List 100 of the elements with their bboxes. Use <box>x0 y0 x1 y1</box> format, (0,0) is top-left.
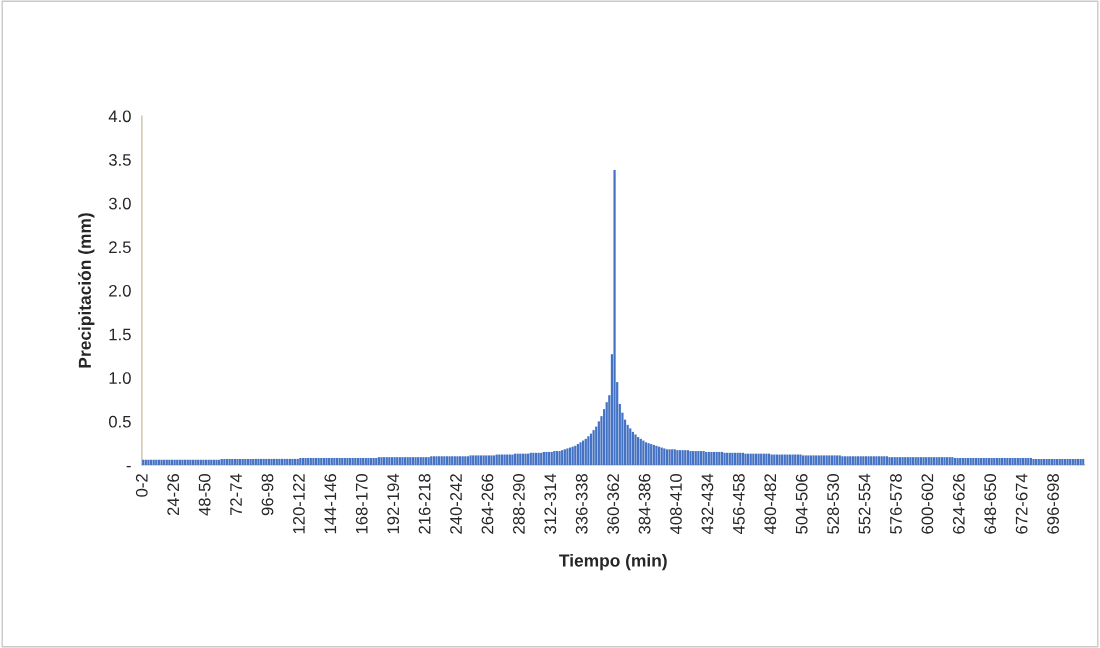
bar <box>880 456 883 465</box>
bar <box>697 451 700 465</box>
bar <box>812 455 815 465</box>
x-tick-label: 528-530 <box>827 473 839 534</box>
y-tick-label: 0.5 <box>108 415 131 428</box>
bar <box>710 451 713 465</box>
bar <box>930 457 933 465</box>
x-tick-label: 360-362 <box>607 474 620 534</box>
x-tick-label: 168-170 <box>355 473 368 534</box>
y-tick-label: 2.5 <box>109 241 131 254</box>
bar <box>445 456 449 465</box>
bar <box>699 451 703 465</box>
x-tick-label: 408-410 <box>670 473 682 535</box>
bar <box>896 457 899 465</box>
x-tick-label: 192-194 <box>387 473 400 534</box>
bar <box>482 455 485 465</box>
bar <box>909 457 912 465</box>
x-tick-label: 24-26 <box>167 474 180 516</box>
y-tick-label: 3.0 <box>108 197 131 210</box>
bar <box>443 456 446 465</box>
x-tick-label: 144-146 <box>324 474 337 534</box>
bar <box>720 451 724 465</box>
bar <box>911 457 915 465</box>
bar <box>558 451 561 465</box>
bar <box>435 456 438 465</box>
bar <box>854 456 857 465</box>
bar <box>469 455 472 465</box>
bar <box>856 456 860 465</box>
y-tick-label: - <box>126 465 131 468</box>
x-tick-label: 480-482 <box>764 474 777 535</box>
bar <box>676 450 679 465</box>
bar <box>464 456 467 465</box>
bar <box>801 455 805 465</box>
bar <box>804 455 807 465</box>
x-tick-label: 576-578 <box>890 474 902 534</box>
x-tick-label: 384-386 <box>638 474 651 534</box>
bar <box>846 456 849 465</box>
x-tick-label: 312-314 <box>544 473 557 534</box>
bar <box>885 456 889 465</box>
bar <box>807 455 810 465</box>
x-tick-label: 48-50 <box>198 473 211 516</box>
bar <box>877 456 881 465</box>
bar <box>712 451 716 465</box>
bar <box>898 457 902 465</box>
bar <box>841 456 844 465</box>
x-tick-label: 552-554 <box>858 473 871 534</box>
bar <box>864 456 868 465</box>
bar <box>681 450 684 465</box>
bar <box>689 451 692 465</box>
x-tick-label: 72-74 <box>230 473 242 516</box>
bar <box>380 457 383 465</box>
bar <box>401 457 404 465</box>
bar <box>820 455 823 465</box>
bar <box>550 451 553 465</box>
bar <box>888 457 891 465</box>
bar <box>388 457 391 465</box>
x-tick-label: 240-242 <box>450 474 462 534</box>
x-tick-label: 624-626 <box>952 474 965 534</box>
bar <box>922 457 925 465</box>
bar <box>715 451 718 465</box>
x-tick-label: 120-122 <box>293 474 305 534</box>
bar <box>825 455 828 465</box>
bar <box>555 451 559 465</box>
bar <box>626 424 629 465</box>
x-tick-label: 456-458 <box>732 474 745 535</box>
bar <box>466 456 470 465</box>
bar <box>935 457 938 465</box>
bar <box>833 455 836 465</box>
y-tick-label: 3.5 <box>108 154 131 166</box>
bar <box>427 457 430 465</box>
bar <box>458 456 462 465</box>
bar <box>553 451 556 465</box>
y-tick-label: 1.5 <box>109 328 131 341</box>
y-tick-label: 2.0 <box>109 284 131 297</box>
bar <box>403 457 407 465</box>
bar <box>901 457 904 465</box>
bar <box>406 457 409 465</box>
x-axis-title: Tiempo (min) <box>559 553 667 571</box>
bar <box>479 455 483 465</box>
x-tick-label: 648-650 <box>984 473 997 534</box>
bar <box>917 457 920 465</box>
bar <box>409 457 412 465</box>
bar <box>828 455 831 465</box>
bar <box>830 455 834 465</box>
bar <box>822 455 826 465</box>
bar <box>390 457 394 465</box>
bar <box>883 456 886 465</box>
bar <box>393 457 396 465</box>
bar <box>422 457 425 465</box>
bar <box>424 457 428 465</box>
y-axis-title: Precipitación (mm) <box>78 213 95 368</box>
bar <box>678 450 682 465</box>
bar <box>411 457 415 465</box>
bar <box>448 456 451 465</box>
bar <box>875 456 878 465</box>
x-tick-label: 696-698 <box>1047 474 1059 534</box>
bar <box>943 457 946 465</box>
x-tick-label: 96-98 <box>261 474 274 516</box>
bar <box>547 451 551 465</box>
bar <box>932 457 936 465</box>
